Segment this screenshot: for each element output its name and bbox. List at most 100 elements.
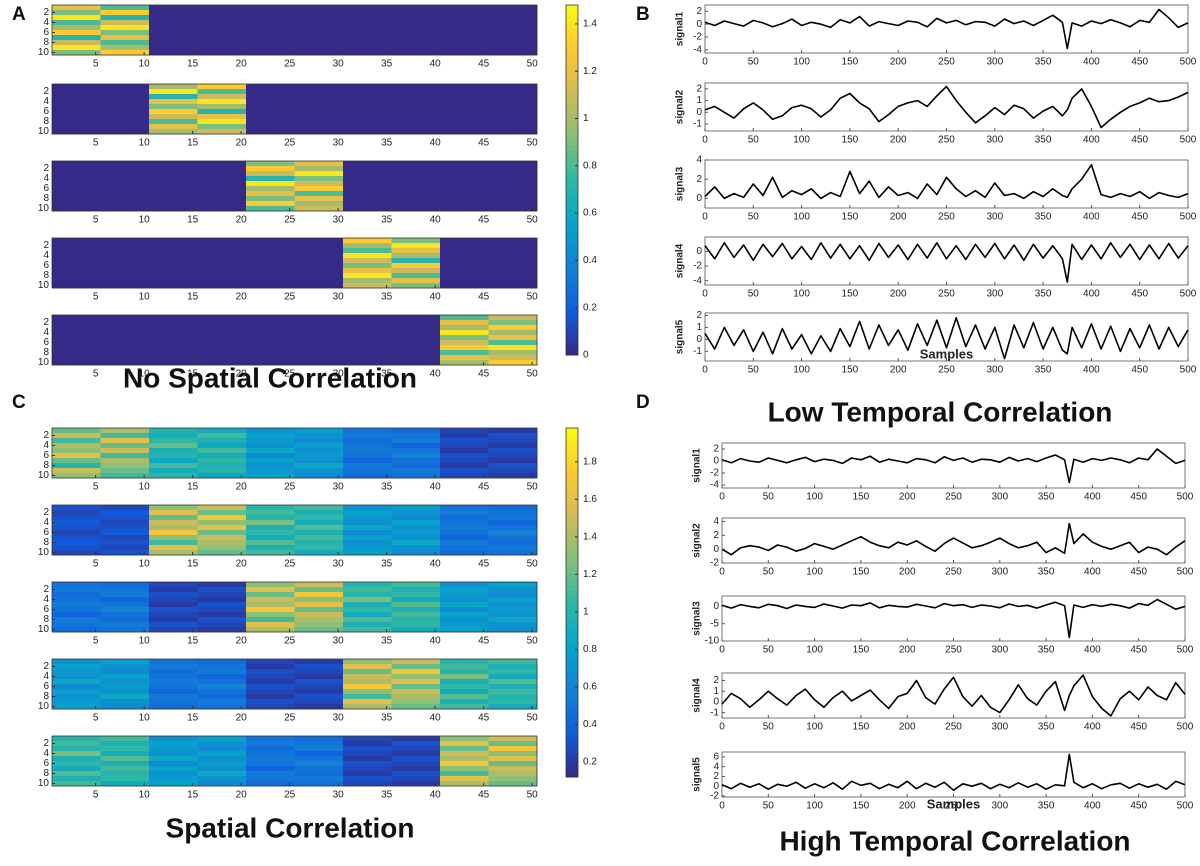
heatmap-cell: [294, 781, 344, 787]
heatmap-cell: [294, 463, 344, 469]
x-tick-label: 300: [991, 492, 1008, 503]
x-tick-label: 45: [478, 713, 490, 724]
heatmap-cell: [149, 458, 198, 464]
heatmap-cell: [343, 592, 392, 598]
heatmap-cell: [488, 664, 538, 670]
heatmap-cell: [149, 258, 198, 264]
heatmap-cell: [488, 505, 538, 511]
heatmap-cell: [246, 627, 295, 633]
heatmap-cell: [294, 129, 344, 135]
heatmap-cell: [391, 360, 441, 366]
heatmap-cell: [391, 243, 441, 249]
heatmap-cell: [246, 335, 295, 341]
y-tick-label: 2: [43, 430, 49, 441]
heatmap-cell: [197, 360, 247, 366]
heatmap-cell: [197, 186, 247, 192]
x-tick-label: 350: [1035, 289, 1052, 300]
colorbar-tick-label: 1.4: [583, 531, 597, 542]
colorbar-tick-label: 0.4: [583, 255, 597, 266]
heatmap-cell: [246, 84, 295, 90]
heatmap-cell: [391, 515, 441, 521]
heatmap-cell: [246, 15, 295, 21]
heatmap-cell: [149, 129, 198, 135]
heatmap-cell: [294, 325, 344, 331]
x-tick-label: 200: [899, 801, 916, 812]
heatmap-cell: [197, 99, 247, 105]
x-tick-label: 400: [1084, 492, 1101, 503]
heatmap-cell: [100, 746, 150, 752]
y-axis-label: signal4: [675, 243, 686, 278]
heatmap-cell: [149, 186, 198, 192]
heatmap-cell: [343, 238, 392, 244]
heatmap-cell: [440, 350, 489, 356]
heatmap-cell: [343, 94, 392, 100]
heatmap-cell: [52, 119, 101, 125]
heatmap-cell: [149, 196, 198, 202]
heatmap-cell: [100, 278, 150, 284]
heatmap-cell: [440, 438, 489, 444]
heatmap-cell: [294, 124, 344, 130]
heatmap-cell: [149, 741, 198, 747]
heatmap-cell: [52, 243, 101, 249]
heatmap-cell: [440, 340, 489, 346]
colorbar-tick-label: 0.8: [583, 160, 597, 171]
x-tick-label: 50: [527, 215, 539, 226]
heatmap-cell: [149, 756, 198, 762]
colorbar-segment: [566, 457, 578, 464]
heatmap-cell: [488, 325, 538, 331]
heatmap-cell: [100, 345, 150, 351]
heatmap-cell: [488, 679, 538, 685]
heatmap-cell: [100, 433, 150, 439]
heatmap-cell: [52, 109, 101, 115]
heatmap-cell: [100, 463, 150, 469]
x-tick-label: 35: [381, 713, 393, 724]
y-tick-label: 8: [43, 270, 49, 281]
heatmap-cell: [343, 587, 392, 593]
heatmap-cell: [100, 335, 150, 341]
heatmap-cell: [197, 468, 247, 474]
heatmap-cell: [391, 99, 441, 105]
heatmap-cell: [294, 360, 344, 366]
heatmap-cell: [100, 283, 150, 289]
heatmap-cell: [246, 238, 295, 244]
heatmap-cell: [197, 771, 247, 777]
heatmap-cell: [100, 171, 150, 177]
heatmap-cell: [391, 582, 441, 588]
colorbar-tick-label: 1.2: [583, 569, 597, 580]
heatmap-cell: [100, 443, 150, 449]
heatmap-cell: [391, 627, 441, 633]
heatmap-cell: [488, 761, 538, 767]
y-tick-label: 0: [696, 19, 702, 30]
heatmap-cell: [440, 699, 489, 705]
heatmap-cell: [149, 627, 198, 633]
heatmap-cell: [391, 704, 441, 710]
heatmap-cell: [391, 545, 441, 551]
heatmap-cell: [246, 612, 295, 618]
heatmap-cell: [197, 540, 247, 546]
heatmap-cell: [149, 335, 198, 341]
colorbar-segment: [566, 92, 578, 99]
x-tick-label: 300: [991, 722, 1008, 733]
heatmap-cell: [149, 761, 198, 767]
x-tick-label: 0: [702, 365, 708, 376]
heatmap-cell: [294, 5, 344, 11]
heatmap-cell: [440, 196, 489, 202]
heatmap-cell: [391, 587, 441, 593]
heatmap-cell: [197, 258, 247, 264]
x-tick-label: 500: [1177, 645, 1194, 656]
heatmap-cell: [391, 320, 441, 326]
x-tick-label: 30: [333, 59, 345, 70]
x-tick-label: 10: [139, 790, 151, 801]
heatmap-cell: [294, 776, 344, 782]
heatmap-cell: [294, 248, 344, 254]
heatmap-cell: [294, 94, 344, 100]
heatmap-cell: [100, 535, 150, 541]
heatmap-cell: [391, 505, 441, 511]
colorbar-segment: [566, 445, 578, 452]
heatmap-cell: [440, 238, 489, 244]
y-tick-label: 0: [696, 246, 702, 257]
heatmap-cell: [440, 20, 489, 26]
heatmap-cell: [343, 171, 392, 177]
heatmap-cell: [391, 166, 441, 172]
heatmap-cell: [391, 699, 441, 705]
